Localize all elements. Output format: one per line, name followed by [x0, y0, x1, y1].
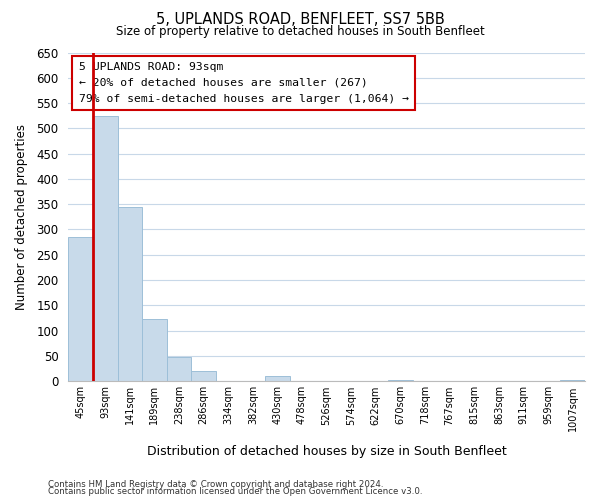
- Text: Contains public sector information licensed under the Open Government Licence v3: Contains public sector information licen…: [48, 487, 422, 496]
- Text: 5, UPLANDS ROAD, BENFLEET, SS7 5BB: 5, UPLANDS ROAD, BENFLEET, SS7 5BB: [155, 12, 445, 28]
- Bar: [265, 376, 290, 381]
- Bar: [191, 371, 216, 381]
- Bar: [167, 357, 191, 381]
- Bar: [560, 380, 585, 381]
- Y-axis label: Number of detached properties: Number of detached properties: [15, 124, 28, 310]
- Text: Contains HM Land Registry data © Crown copyright and database right 2024.: Contains HM Land Registry data © Crown c…: [48, 480, 383, 489]
- Text: Size of property relative to detached houses in South Benfleet: Size of property relative to detached ho…: [116, 25, 484, 38]
- Bar: [93, 116, 118, 381]
- Text: 5 UPLANDS ROAD: 93sqm
← 20% of detached houses are smaller (267)
79% of semi-det: 5 UPLANDS ROAD: 93sqm ← 20% of detached …: [79, 62, 409, 104]
- Bar: [68, 237, 93, 381]
- Bar: [118, 206, 142, 381]
- Bar: [142, 320, 167, 381]
- Bar: [388, 380, 413, 381]
- X-axis label: Distribution of detached houses by size in South Benfleet: Distribution of detached houses by size …: [147, 444, 506, 458]
